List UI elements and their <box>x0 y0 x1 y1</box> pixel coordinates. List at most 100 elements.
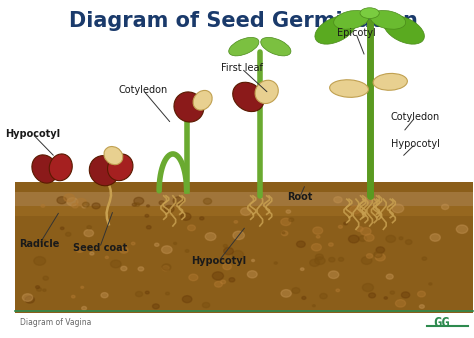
Circle shape <box>292 288 300 293</box>
Text: Radicle: Radicle <box>19 239 59 249</box>
Circle shape <box>344 222 347 225</box>
Circle shape <box>328 243 333 246</box>
Circle shape <box>365 198 372 203</box>
Circle shape <box>418 291 425 297</box>
Circle shape <box>334 197 342 203</box>
Circle shape <box>146 205 149 207</box>
Circle shape <box>61 227 64 230</box>
Circle shape <box>188 225 195 231</box>
Text: Cotyledon: Cotyledon <box>391 112 440 122</box>
Circle shape <box>374 251 382 258</box>
Circle shape <box>430 234 440 241</box>
Circle shape <box>146 291 149 294</box>
Circle shape <box>84 230 93 237</box>
Text: Seed coat: Seed coat <box>73 243 127 253</box>
Ellipse shape <box>228 38 259 56</box>
Circle shape <box>234 221 237 223</box>
Circle shape <box>41 204 45 207</box>
Circle shape <box>366 254 373 258</box>
Ellipse shape <box>108 154 133 181</box>
Circle shape <box>315 257 325 265</box>
Circle shape <box>390 291 394 294</box>
Circle shape <box>164 206 174 213</box>
Circle shape <box>162 246 172 254</box>
Ellipse shape <box>373 73 407 90</box>
FancyBboxPatch shape <box>15 183 473 313</box>
Circle shape <box>162 264 171 270</box>
Circle shape <box>338 258 344 261</box>
Circle shape <box>241 208 251 215</box>
Circle shape <box>286 210 291 213</box>
Circle shape <box>87 226 91 229</box>
FancyBboxPatch shape <box>15 192 473 206</box>
Circle shape <box>120 247 128 253</box>
Circle shape <box>282 232 285 234</box>
Circle shape <box>441 204 449 210</box>
Circle shape <box>320 293 327 299</box>
Circle shape <box>247 271 257 278</box>
Circle shape <box>200 217 204 220</box>
Circle shape <box>223 244 228 247</box>
Circle shape <box>399 237 403 240</box>
Ellipse shape <box>334 10 369 29</box>
Circle shape <box>348 235 359 243</box>
Circle shape <box>145 214 149 217</box>
Circle shape <box>81 286 83 288</box>
Text: GG: GG <box>434 316 450 331</box>
Ellipse shape <box>193 90 212 110</box>
Circle shape <box>162 266 169 271</box>
Ellipse shape <box>383 16 424 44</box>
Circle shape <box>82 202 89 207</box>
Circle shape <box>363 284 374 292</box>
Circle shape <box>252 260 255 262</box>
Circle shape <box>229 278 235 282</box>
Circle shape <box>67 198 78 206</box>
Circle shape <box>189 274 198 281</box>
Circle shape <box>392 204 404 213</box>
FancyBboxPatch shape <box>15 206 473 216</box>
Ellipse shape <box>89 155 119 186</box>
Circle shape <box>375 254 385 261</box>
Circle shape <box>422 257 427 260</box>
Circle shape <box>43 289 46 291</box>
Circle shape <box>72 203 78 208</box>
Circle shape <box>138 267 144 271</box>
Ellipse shape <box>233 82 264 112</box>
Circle shape <box>429 283 432 285</box>
Circle shape <box>312 305 315 307</box>
Circle shape <box>36 286 39 289</box>
Circle shape <box>232 250 244 259</box>
Circle shape <box>401 292 410 298</box>
Circle shape <box>135 203 140 207</box>
Text: First leaf: First leaf <box>220 64 263 73</box>
Circle shape <box>215 282 222 287</box>
Circle shape <box>313 227 323 234</box>
Circle shape <box>65 232 71 236</box>
Circle shape <box>356 226 363 232</box>
Ellipse shape <box>261 38 291 56</box>
Ellipse shape <box>174 92 204 122</box>
Circle shape <box>281 290 292 297</box>
Text: Diagram of Seed Germination: Diagram of Seed Germination <box>69 11 418 31</box>
Circle shape <box>205 233 216 241</box>
Circle shape <box>315 254 323 260</box>
Circle shape <box>329 258 335 262</box>
Circle shape <box>221 280 226 284</box>
Circle shape <box>405 240 412 244</box>
Circle shape <box>281 218 291 225</box>
Circle shape <box>386 235 396 242</box>
Circle shape <box>419 305 424 308</box>
Circle shape <box>185 250 189 252</box>
Circle shape <box>105 256 109 259</box>
Ellipse shape <box>32 155 57 183</box>
Text: Epicotyl: Epicotyl <box>337 28 375 38</box>
Circle shape <box>203 198 211 204</box>
Text: Hypocotyl: Hypocotyl <box>5 129 60 139</box>
Circle shape <box>90 252 94 255</box>
Text: Hypocotyl: Hypocotyl <box>391 139 440 149</box>
Circle shape <box>361 257 372 264</box>
Circle shape <box>132 203 137 206</box>
Circle shape <box>82 205 86 208</box>
Circle shape <box>76 198 86 206</box>
Ellipse shape <box>49 154 72 181</box>
